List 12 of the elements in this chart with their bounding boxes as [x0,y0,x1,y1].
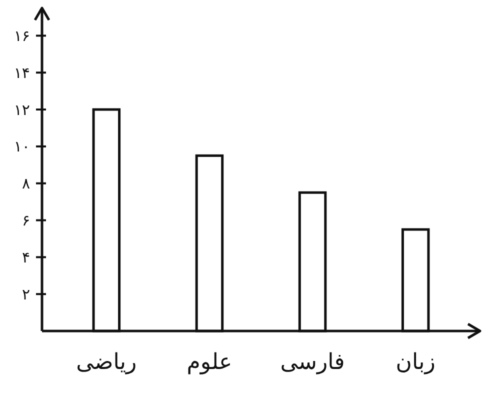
y-tick-label: ۱۴ [14,64,30,82]
x-tick-label: زبان [396,350,436,375]
y-tick-label: ۴ [22,248,30,266]
x-tick-label: فارسی [280,350,345,375]
y-tick-label: ۲ [22,285,30,304]
x-tick-label: علوم [186,350,232,375]
y-tick-label: ۸ [22,174,30,193]
y-tick-label: ۱۲ [14,100,30,119]
y-tick-label: ۱۶ [14,26,30,45]
y-tick-label: ۶ [22,212,30,230]
y-tick-label: ۱۰ [14,138,30,156]
x-tick-label: ریاضی [76,350,137,375]
